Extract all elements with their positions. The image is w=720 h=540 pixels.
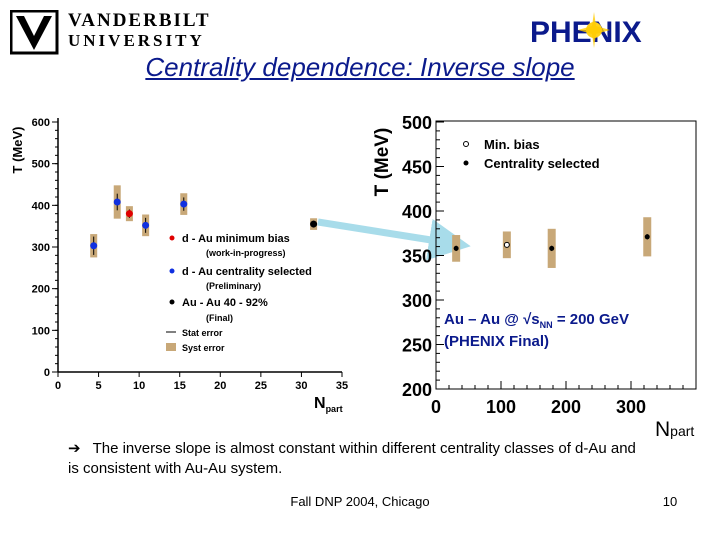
right-data-point [644,234,650,240]
right-y-tick-label: 400 [402,202,432,222]
right-data-point [453,245,459,251]
left-data-point [180,200,188,208]
right-x-tick-label: 300 [616,397,646,417]
university-line1: VANDERBILT [68,10,211,31]
left-legend-marker [169,299,175,305]
left-x-tick-label: 0 [55,380,61,392]
left-legend-label: (Preliminary) [206,281,261,291]
left-y-tick-label: 500 [32,159,50,171]
left-data-point [310,220,318,228]
right-y-tick-label: 200 [402,380,432,400]
bullet-text: The inverse slope is almost constant wit… [68,440,636,477]
left-x-tick-label: 10 [133,380,145,392]
left-x-tick-label: 5 [96,380,102,392]
phenix-logo: PHENIX [530,12,642,49]
vanderbilt-v-icon [9,9,59,55]
right-data-points [452,217,652,268]
slide-title: Centrality dependence: Inverse slope [145,52,575,82]
connecting-arrow [317,218,471,261]
phenix-star-icon [578,12,610,48]
right-y-tick-label: 350 [402,247,432,267]
left-legend-label: Syst error [182,343,225,353]
left-data-point [113,198,121,206]
right-x-label: Npart [655,418,695,441]
left-legend-label: Stat error [182,328,223,338]
right-plot: 200 250 300 350 400 450 500 0 100 200 300 T (MeV)… [372,113,697,417]
left-y-tick-label: 0 [44,367,50,379]
right-x-ticks: 0 100 200 300 [431,381,697,417]
right-y-ticks: 200 250 300 350 400 450 500 [402,113,444,400]
right-legend: Min. bias Centrality selected [463,137,600,171]
left-y-tick-label: 200 [32,284,50,296]
left-y-tick-label: 100 [32,325,50,337]
right-data-point [549,245,555,251]
plots-area: 0 100 200 300 400 500 600 0 5 10 15 20 25 30 35 T (Me… [10,113,697,417]
right-x-tick-label: 100 [486,397,516,417]
footer-text: Fall DNP 2004, Chicago [290,494,430,509]
right-legend-label: Min. bias [484,137,540,152]
right-annotation-line1: Au – Au @ √sNN = 200 GeV [444,311,629,330]
left-legend-label: Au - Au 40 - 92% [182,297,268,309]
right-x-tick-label: 0 [431,397,441,417]
left-legend-marker [169,235,175,241]
left-data-points [90,185,318,258]
left-data-point [142,221,150,229]
left-y-label: T (MeV) [10,127,25,174]
university-line2: UNIVERSITY [68,31,205,50]
page-number: 10 [662,494,678,509]
left-data-point [90,242,98,250]
left-legend-label: (work-in-progress) [206,248,286,258]
right-data-point [503,241,510,248]
left-x-label: Npart [314,395,343,414]
right-x-tick-label: 200 [551,397,581,417]
right-y-tick-label: 250 [402,336,432,356]
right-legend-label: Centrality selected [484,156,600,171]
left-legend: d - Au minimum bias (work-in-progress) d -… [166,233,312,353]
left-legend-marker [169,268,175,274]
right-y-label: T (MeV) [372,128,393,197]
left-y-tick-label: 300 [32,242,50,254]
left-legend-syst-box [166,343,176,351]
right-y-tick-label: 450 [402,158,432,178]
left-data-point [125,210,133,218]
left-x-tick-label: 25 [255,380,267,392]
left-legend-label: d - Au minimum bias [182,233,290,245]
left-x-ticks: 0 5 10 15 20 25 30 35 [55,372,348,392]
bullet-point: ➔ The inverse slope is almost constant wi… [68,438,648,479]
bullet-arrow-icon: ➔ [68,439,81,457]
right-y-tick-label: 500 [402,113,432,133]
left-legend-label: (Final) [206,313,233,323]
left-legend-label: d - Au centrality selected [182,266,312,278]
left-x-tick-label: 35 [336,380,348,392]
left-y-tick-label: 600 [32,117,50,129]
vanderbilt-logo [9,9,190,58]
left-x-tick-label: 15 [174,380,186,392]
right-y-tick-label: 300 [402,291,432,311]
right-annotation-line2: (PHENIX Final) [444,333,549,350]
right-legend-marker [463,141,469,147]
left-x-tick-label: 30 [295,380,307,392]
left-x-tick-label: 20 [214,380,226,392]
left-y-ticks: 0 100 200 300 400 500 600 [32,117,58,379]
left-y-tick-label: 400 [32,200,50,212]
right-legend-marker [463,160,469,166]
left-plot: 0 100 200 300 400 500 600 0 5 10 15 20 25 30 35 T (Me… [10,117,348,414]
phenix-logo-text: PHENIX [530,16,642,49]
